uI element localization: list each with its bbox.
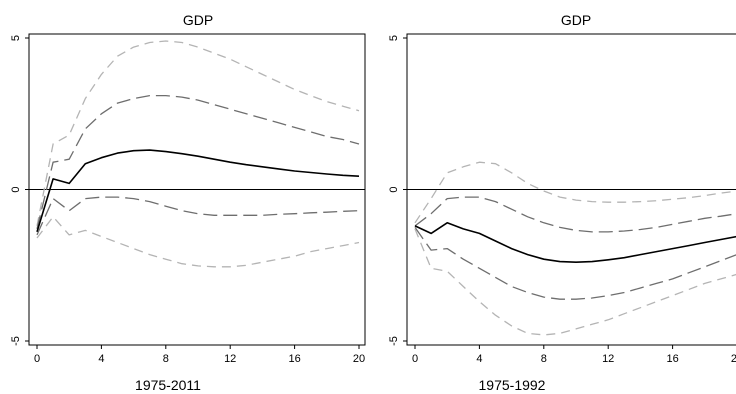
x-tick-label: 12 xyxy=(224,353,236,365)
plot-frame xyxy=(28,33,366,346)
period-label: 1975-1992 xyxy=(479,377,546,393)
panel-title: GDP xyxy=(561,12,591,28)
y-tick-label: -5 xyxy=(10,336,22,346)
gdp-panel-1975-1992: GDP 1975-1992 -5 0 5 0 4 8 12 16 20 xyxy=(388,12,736,393)
lower-inner-band-line xyxy=(414,227,736,300)
y-tick-label: 5 xyxy=(10,35,22,41)
upper-outer-band-line xyxy=(36,40,360,227)
upper-inner-band-line xyxy=(414,196,736,233)
series-group xyxy=(414,161,736,336)
x-tick-label: 20 xyxy=(353,353,365,365)
upper-outer-band-line xyxy=(414,161,736,224)
x-tick-label: 8 xyxy=(541,353,547,365)
lower-outer-band-line xyxy=(36,216,360,268)
impulse-response-line xyxy=(36,149,360,233)
y-tick-label: 5 xyxy=(388,35,400,41)
x-tick-label: 0 xyxy=(412,353,418,365)
x-tick-label: 16 xyxy=(288,353,300,365)
lower-outer-band-line xyxy=(414,228,736,336)
gdp-panel-1975-2011: GDP 1975-2011 -5 0 5 0 4 8 12 16 20 xyxy=(10,12,366,393)
x-tick-label: 8 xyxy=(163,353,169,365)
x-tick-label: 12 xyxy=(602,353,614,365)
x-tick-label: 20 xyxy=(731,353,736,365)
lower-inner-band-line xyxy=(36,196,360,236)
panel-title: GDP xyxy=(183,12,213,28)
upper-inner-band-line xyxy=(36,94,360,230)
period-label: 1975-2011 xyxy=(135,377,201,393)
x-tick-label: 0 xyxy=(34,353,40,365)
series-group xyxy=(36,40,360,268)
x-tick-label: 16 xyxy=(666,353,678,365)
impulse-response-line xyxy=(414,222,736,264)
y-tick-label: 0 xyxy=(10,186,22,192)
y-tick-label: -5 xyxy=(388,336,400,346)
x-tick-label: 4 xyxy=(98,353,104,365)
y-tick-label: 0 xyxy=(388,186,400,192)
x-tick-label: 4 xyxy=(476,353,482,365)
